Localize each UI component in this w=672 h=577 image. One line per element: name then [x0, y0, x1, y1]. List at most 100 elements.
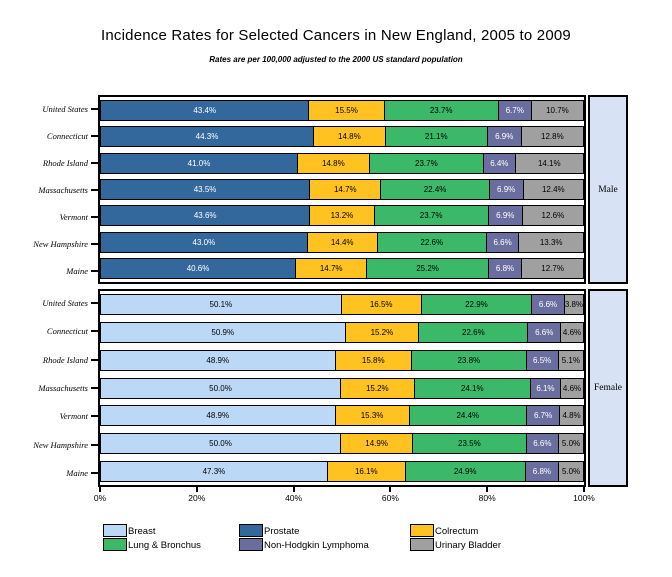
bar-segment: 22.6%: [418, 322, 529, 344]
bar-segment: 22.4%: [380, 178, 490, 200]
category-tick: [91, 386, 98, 389]
stacked-bar: 48.9% 15.8% 23.8% 6.5% 5.1%: [100, 349, 585, 371]
stacked-bar: 50.1% 16.5% 22.9% 6.6% 3.8%: [100, 294, 585, 316]
category-label: Maine: [66, 265, 88, 276]
legend-column: Breast Lung & Bronchus: [103, 524, 201, 552]
bar-segment: 5.1%: [557, 349, 585, 371]
axis-tick: [583, 487, 585, 492]
category-label: Rhode Island: [42, 157, 88, 168]
bar-segment: 15.8%: [334, 349, 412, 371]
stacked-bar: 48.9% 15.3% 24.4% 6.7% 4.8%: [100, 405, 585, 427]
bar-segment: 14.7%: [309, 178, 382, 200]
category-label: Massachusetts: [38, 184, 88, 195]
bar-row: 43.0% 14.4% 22.6% 6.6% 13.3%: [100, 229, 585, 255]
legend-label: Urinary Bladder: [435, 539, 501, 551]
male-plot-area: 43.4% 15.5% 23.7% 6.7% 10.7% 44.3% 14.8% 21.1% 6…: [98, 95, 586, 284]
panel-male: United States Connecticut Rhode Island Mass…: [0, 95, 672, 284]
legend-swatch: [410, 524, 434, 537]
axis-tick-label: 60%: [381, 493, 399, 503]
bar-segment: 6.7%: [526, 405, 561, 427]
bar-segment: 25.2%: [366, 258, 489, 280]
category-tick: [91, 358, 98, 361]
bar-segment: 40.6%: [100, 258, 297, 280]
stacked-bar: 47.3% 16.1% 24.9% 6.8% 5.0%: [100, 460, 584, 482]
bar-segment: 23.8%: [410, 349, 527, 371]
legend-label: Prostate: [264, 525, 300, 537]
bar-segment: 14.1%: [514, 152, 584, 174]
bar-segment: 15.3%: [334, 405, 410, 427]
bar-segment: 13.3%: [518, 231, 585, 253]
stacked-bar: 41.0% 14.8% 23.7% 6.4% 14.1%: [100, 152, 584, 174]
bar-row: 50.0% 14.9% 23.5% 6.6% 5.0%: [100, 430, 584, 458]
category-label: New Hampshire: [33, 238, 88, 249]
category-label: United States: [42, 103, 88, 114]
bar-row: 40.6% 14.7% 25.2% 6.8% 12.7%: [100, 256, 584, 282]
stacked-bar: 50.9% 15.2% 22.6% 6.6% 4.6%: [100, 322, 585, 344]
category-label-row: Massachusetts: [0, 374, 98, 402]
bar-segment: 5.0%: [558, 460, 584, 482]
axis-tick: [195, 487, 198, 492]
bar-segment: 23.7%: [373, 205, 489, 227]
category-label: Massachusetts: [38, 382, 88, 393]
bar-segment: 15.5%: [308, 99, 385, 121]
bar-segment: 12.8%: [520, 126, 584, 148]
legend-swatch: [410, 538, 434, 551]
bar-segment: 15.2%: [344, 322, 420, 344]
category-tick: [91, 471, 98, 474]
category-label: New Hampshire: [33, 439, 88, 450]
bar-segment: 43.0%: [100, 231, 308, 253]
bar-segment: 6.9%: [488, 178, 524, 200]
category-label-row: Connecticut: [0, 317, 98, 345]
bar-segment: 12.6%: [521, 205, 584, 227]
bar-segment: 14.4%: [306, 231, 378, 253]
axis-tick-label: 40%: [285, 493, 303, 503]
bar-segment: 41.0%: [100, 152, 298, 174]
bar-row: 50.1% 16.5% 22.9% 6.6% 3.8%: [100, 291, 585, 319]
bar-segment: 6.8%: [524, 460, 560, 482]
axis-tick-label: 100%: [573, 493, 595, 503]
bar-segment: 6.5%: [525, 349, 559, 371]
category-tick: [91, 215, 98, 218]
category-label-row: New Hampshire: [0, 230, 98, 257]
legend-label: Non-Hodgkin Lymphoma: [264, 539, 369, 551]
category-label-row: Rhode Island: [0, 149, 98, 176]
category-tick: [91, 107, 98, 110]
bar-segment: 6.4%: [483, 152, 516, 174]
panel-female: United States Connecticut Rhode Island Mass…: [0, 289, 672, 487]
axis-tick-label: 80%: [478, 493, 496, 503]
category-tick: [91, 269, 98, 272]
legend-swatch: [239, 538, 263, 551]
bar-segment: 12.7%: [521, 258, 584, 280]
bar-segment: 24.9%: [404, 460, 526, 482]
category-tick: [91, 415, 98, 418]
male-category-labels: United States Connecticut Rhode Island Mass…: [0, 95, 98, 284]
legend-label: Colrectum: [435, 525, 479, 537]
x-axis: 0% 20% 40% 60% 80% 100%: [0, 487, 672, 507]
legend-label: Breast: [128, 525, 156, 537]
category-tick: [91, 242, 98, 245]
bar-segment: 50.0%: [100, 377, 341, 399]
chart-subtitle: Rates are per 100,000 adjusted to the 20…: [209, 55, 463, 64]
category-tick: [91, 188, 98, 191]
legend-item: Lung & Bronchus: [103, 538, 201, 552]
female-band-label: Female: [594, 383, 622, 393]
female-band: Female: [588, 289, 628, 487]
legend-label: Lung & Bronchus: [128, 539, 201, 551]
bar-segment: 4.6%: [560, 322, 585, 344]
category-label: Rhode Island: [42, 354, 88, 365]
category-label-row: Connecticut: [0, 122, 98, 149]
bar-segment: 44.3%: [100, 126, 314, 148]
category-label-row: Maine: [0, 257, 98, 284]
bar-segment: 6.6%: [527, 322, 561, 344]
category-label: Vermont: [59, 211, 88, 222]
legend-item: Colrectum: [410, 524, 501, 538]
bar-segment: 24.4%: [408, 405, 528, 427]
legend-item: Non-Hodgkin Lymphoma: [239, 538, 369, 552]
bar-segment: 5.0%: [558, 432, 584, 454]
legend-swatch: [239, 524, 263, 537]
legend: Breast Lung & Bronchus Prostate Non-Hodgkin…: [0, 524, 672, 556]
bar-segment: 6.6%: [485, 231, 520, 253]
category-label-row: Vermont: [0, 402, 98, 430]
stacked-bar: 43.6% 13.2% 23.7% 6.9% 12.6%: [100, 205, 584, 227]
